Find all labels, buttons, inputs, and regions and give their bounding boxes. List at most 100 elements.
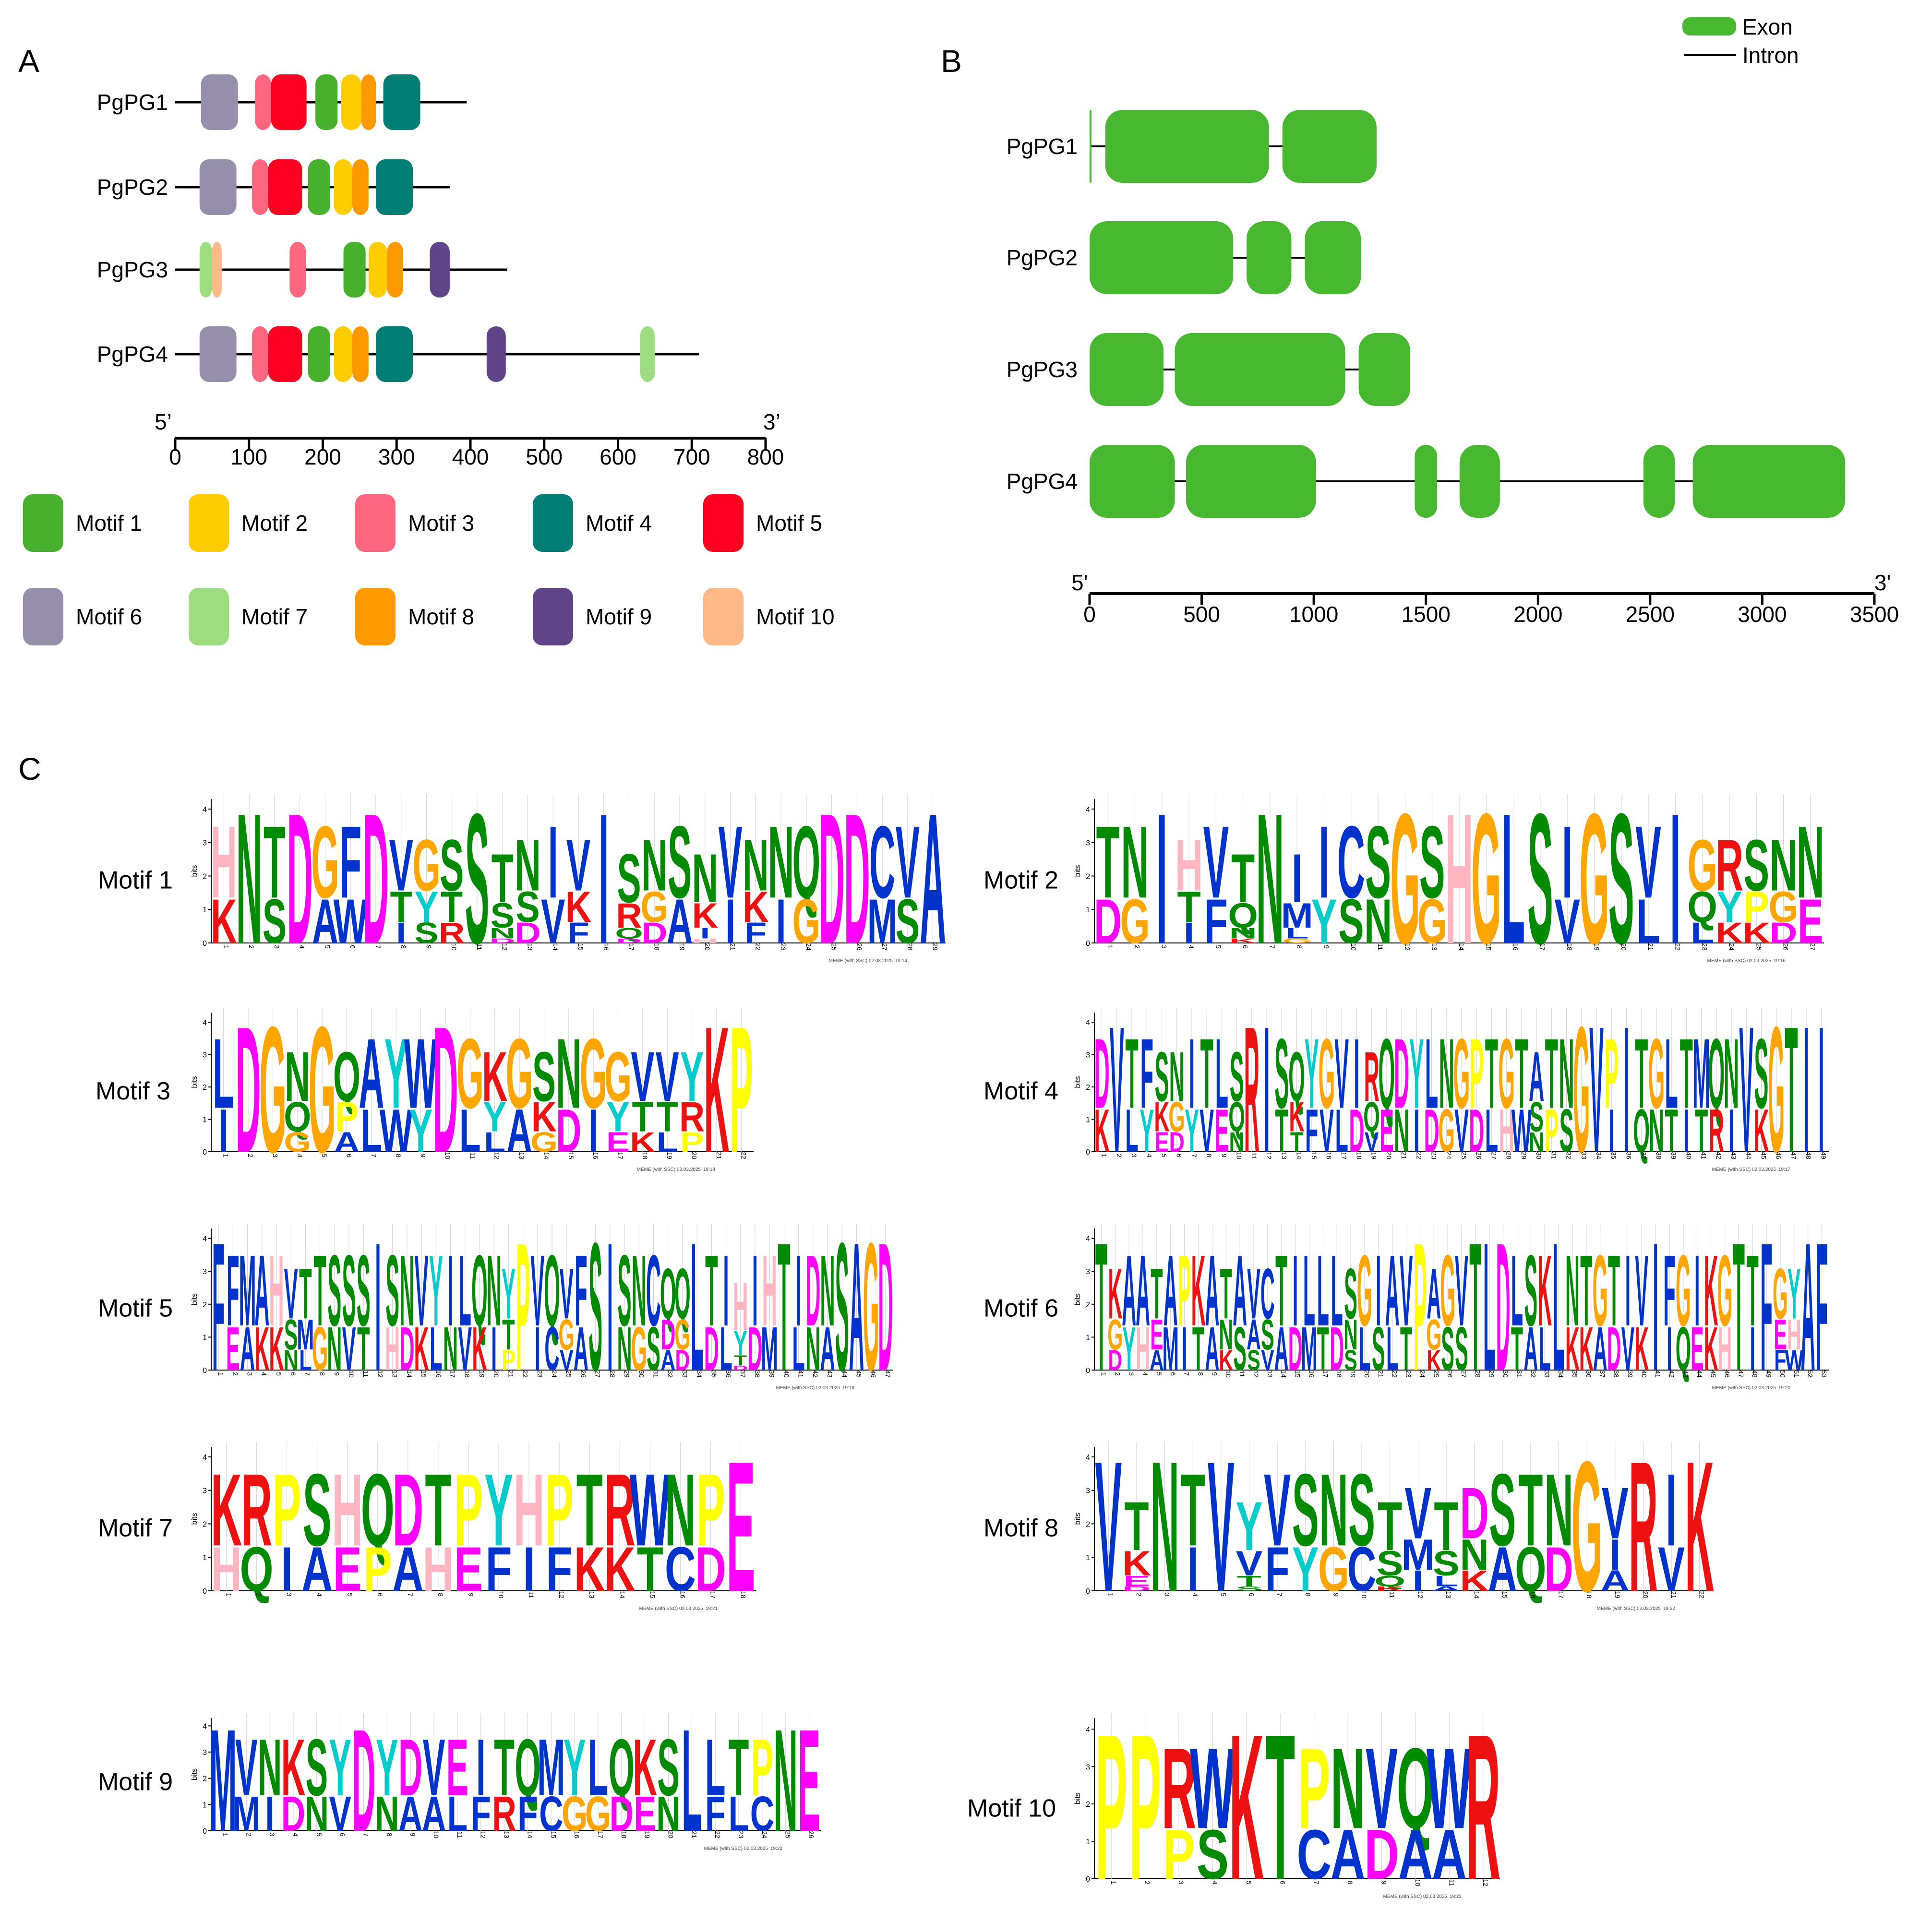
motif-legend-swatch-7 [189, 588, 229, 645]
logo-letter: D [399, 1315, 414, 1384]
logo-y-tick-label: 2 [1086, 1084, 1090, 1092]
logo-letter: M [209, 1699, 237, 1862]
logo-y-tick-label: 4 [203, 1454, 207, 1462]
logo-letter: G [1648, 1018, 1665, 1129]
motif-logo-title: Motif 7 [98, 1514, 173, 1542]
logo-position-number: 2 [247, 1154, 254, 1157]
logo-letter: I [1625, 1234, 1631, 1348]
logo-footer: MEME (with SSC) 02.03.2025 [1707, 958, 1772, 964]
panel-a-label: A [18, 43, 39, 79]
logo-position-number: 6 [376, 1593, 384, 1597]
exon-block [1643, 445, 1675, 518]
logo-letter: A [820, 1315, 835, 1384]
motif-1-box [315, 74, 338, 130]
logo-position-number: 44 [840, 1370, 848, 1378]
logo-letter: V [284, 1254, 298, 1334]
logo-position-number: 22 [1698, 1591, 1706, 1598]
logo-letter: V [530, 1234, 544, 1348]
logo-position-number: 6 [1248, 1593, 1256, 1597]
logo-letter: S [657, 1723, 680, 1813]
logo-letter: K [281, 1723, 305, 1813]
logo-footer: MEME (with SSC) 02.03.2025 [704, 1846, 768, 1851]
logo-letter: K [482, 1037, 507, 1116]
logo-position-number: 33 [681, 1370, 689, 1378]
motif-legend-swatch-2 [189, 494, 229, 552]
logo-position-number: 4 [299, 945, 306, 949]
gene-label: PgPG3 [1007, 357, 1078, 382]
logo-letter: V [1404, 1473, 1431, 1554]
logo-position-number: 19 [666, 1152, 673, 1159]
logo-letter: G [1717, 1234, 1732, 1348]
logo-letter: H [211, 805, 237, 920]
motif-legend-swatch-5 [703, 494, 744, 552]
logo-letter: G [1579, 775, 1609, 983]
logo-letter: H [1787, 1311, 1801, 1359]
logo-letter: E [1155, 1127, 1169, 1158]
logo-letter: H [762, 1234, 777, 1348]
logo-letter: G [863, 1205, 879, 1409]
logo-letter: N [820, 1234, 835, 1348]
logo-letter: G [562, 1786, 588, 1841]
logo-y-tick-label: 2 [203, 1301, 207, 1309]
logo-letter: N [490, 925, 516, 942]
logo-letter: K [1579, 1314, 1594, 1383]
motif-3-box [255, 74, 271, 130]
logo-position-number: 15 [1310, 1152, 1318, 1159]
logo-position-number: 9 [409, 1833, 417, 1837]
logo-letter: T [1192, 1314, 1204, 1383]
logo-position-number: 16 [573, 1831, 581, 1838]
panel-c-label: C [18, 751, 41, 787]
logo-position-number: 29 [1520, 1152, 1528, 1159]
logo-letter: F [1663, 1234, 1675, 1348]
logo-position-number: 11 [456, 1831, 464, 1838]
logo-position-number: 12 [493, 1152, 501, 1159]
logo-letter: L [213, 1018, 234, 1129]
logo-letter: V [1739, 990, 1753, 1190]
logo-letter: I [723, 1234, 729, 1348]
logo-position-number: 5 [315, 1833, 323, 1837]
logo-y-tick-label: 0 [203, 940, 207, 948]
logo-position-number: 35 [710, 1370, 718, 1378]
logo-position-number: 4 [1187, 945, 1195, 949]
logo-y-tick-label: 3 [1086, 1051, 1090, 1060]
logo-letter: D [616, 937, 642, 944]
logo-position-number: 6 [1169, 1372, 1177, 1376]
logo-letter: V [389, 825, 413, 906]
logo-letter: R [679, 1094, 705, 1141]
logo-y-tick-label: 4 [203, 1722, 207, 1730]
logo-footer: MEME (with SSC) 02.03.2025 [776, 1385, 840, 1391]
logo-letter: V [415, 1234, 429, 1348]
logo-letter: R [1709, 1097, 1724, 1165]
logo-letter: I [1189, 1018, 1195, 1129]
logo-letter: V [1455, 1234, 1468, 1348]
motif-8-box [361, 74, 376, 130]
logo-letter: Y [414, 882, 438, 931]
logo-position-number: 37 [1599, 1370, 1607, 1378]
logo-letter: Q [284, 1094, 311, 1141]
logo-position-number: 3 [268, 1833, 276, 1837]
logo-letter: I [1184, 917, 1194, 949]
logo-letter: L [1483, 1205, 1495, 1409]
logo-position-number: 16 [1307, 1370, 1315, 1378]
logo-position-number: 40 [782, 1370, 790, 1378]
logo-position-number: 39 [1670, 1152, 1678, 1159]
logo-letter: V [423, 1723, 445, 1813]
logo-letter: T [1317, 1314, 1329, 1383]
logo-letter: P [1095, 1691, 1127, 1923]
logo-letter: K [531, 1094, 557, 1141]
logo-letter: T [502, 1310, 515, 1359]
logo-letter: N [399, 1234, 414, 1348]
logo-letter: S [465, 775, 489, 983]
logo-position-number: 6 [1242, 945, 1249, 949]
motif-legend-label-9: Motif 9 [586, 604, 652, 629]
motif-legend-swatch-8 [355, 588, 396, 645]
logo-letter: M [1281, 896, 1313, 935]
logo-letter: S [414, 917, 438, 949]
logo-position-number: 12 [558, 1591, 565, 1598]
logo-position-number: 18 [464, 1370, 471, 1378]
logo-letter: S [1377, 1544, 1403, 1583]
logo-letter: T [299, 1254, 312, 1334]
logo-letter: I [448, 1234, 454, 1348]
logo-position-number: 1 [1106, 945, 1114, 949]
